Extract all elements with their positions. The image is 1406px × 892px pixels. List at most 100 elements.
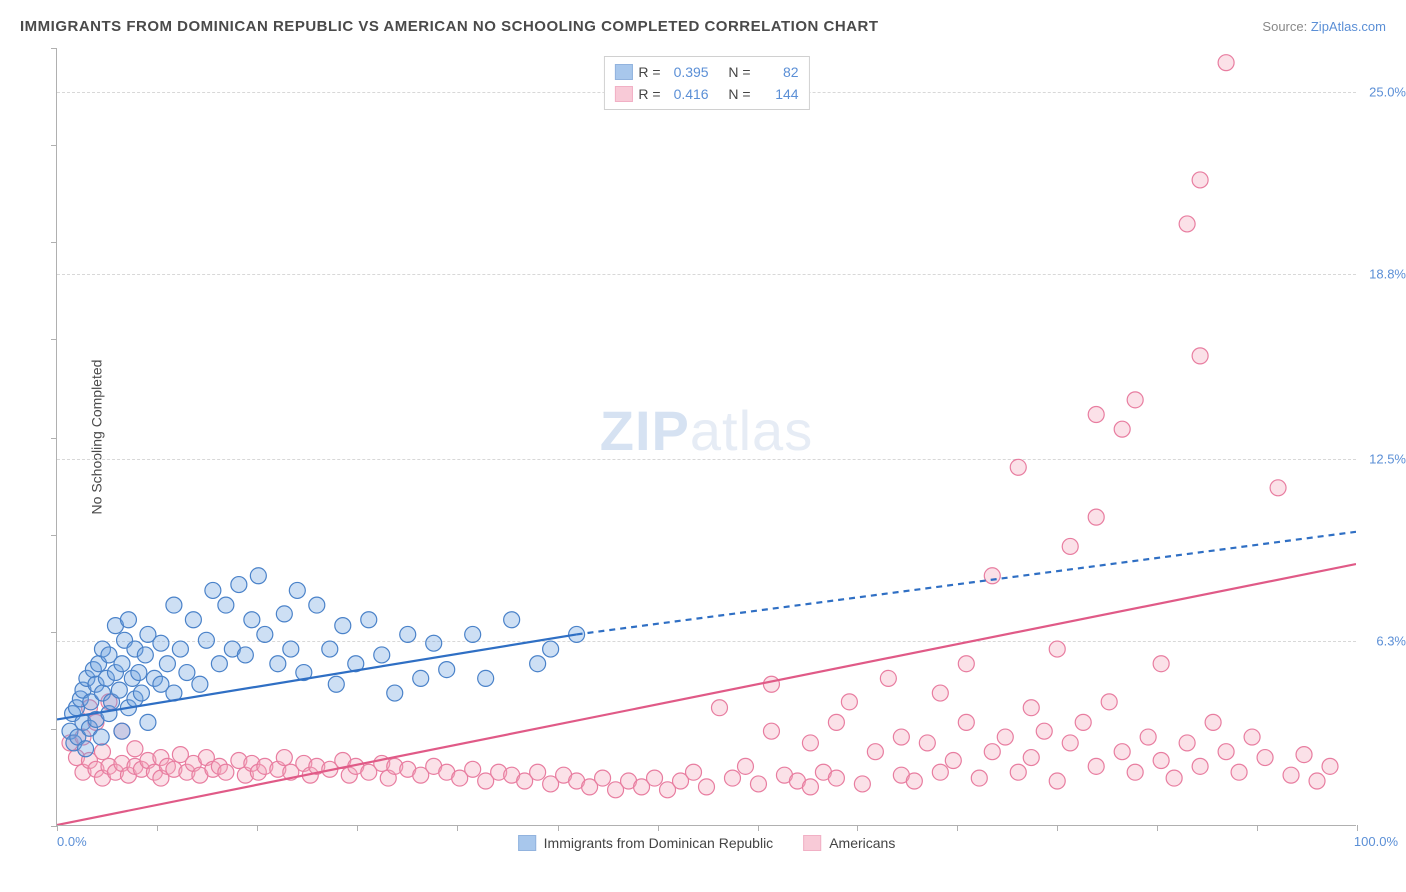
data-point-americans [893, 729, 909, 745]
data-point-immigrants [530, 656, 546, 672]
data-point-americans [932, 685, 948, 701]
legend-item-immigrants: Immigrants from Dominican Republic [518, 835, 774, 851]
legend-label-americans: Americans [829, 835, 895, 851]
data-point-immigrants [198, 632, 214, 648]
data-point-immigrants [426, 635, 442, 651]
data-point-americans [1023, 750, 1039, 766]
data-point-americans [1244, 729, 1260, 745]
data-point-americans [1127, 392, 1143, 408]
data-point-americans [880, 670, 896, 686]
r-value-immigrants: 0.395 [667, 61, 709, 83]
data-point-americans [127, 741, 143, 757]
data-point-americans [1257, 750, 1273, 766]
data-point-americans [984, 568, 1000, 584]
data-point-immigrants [192, 676, 208, 692]
data-point-americans [699, 779, 715, 795]
data-point-americans [971, 770, 987, 786]
data-point-americans [1127, 764, 1143, 780]
data-point-americans [932, 764, 948, 780]
y-tick-label: 18.8% [1360, 267, 1406, 282]
data-point-americans [1049, 641, 1065, 657]
data-point-americans [802, 735, 818, 751]
data-point-immigrants [172, 641, 188, 657]
data-point-immigrants [185, 612, 201, 628]
y-tick-label: 12.5% [1360, 452, 1406, 467]
data-point-americans [686, 764, 702, 780]
x-tick-mark [357, 825, 358, 831]
data-point-americans [828, 714, 844, 730]
data-point-immigrants [335, 618, 351, 634]
data-point-americans [1010, 764, 1026, 780]
data-point-americans [958, 714, 974, 730]
data-point-immigrants [244, 612, 260, 628]
data-point-americans [465, 761, 481, 777]
data-point-americans [530, 764, 546, 780]
data-point-americans [1166, 770, 1182, 786]
r-value-americans: 0.416 [667, 83, 709, 105]
data-point-immigrants [413, 670, 429, 686]
x-tick-mark [1157, 825, 1158, 831]
y-tick-label: 25.0% [1360, 85, 1406, 100]
x-tick-mark [157, 825, 158, 831]
data-point-immigrants [387, 685, 403, 701]
data-point-immigrants [78, 741, 94, 757]
header-bar: IMMIGRANTS FROM DOMINICAN REPUBLIC VS AM… [20, 18, 1386, 35]
x-tick-mark [57, 825, 58, 831]
data-point-americans [984, 744, 1000, 760]
data-point-immigrants [276, 606, 292, 622]
data-point-immigrants [237, 647, 253, 663]
data-point-immigrants [218, 597, 234, 613]
swatch-immigrants [614, 64, 632, 80]
data-point-americans [1231, 764, 1247, 780]
data-point-americans [1062, 538, 1078, 554]
data-point-americans [218, 764, 234, 780]
data-point-americans [841, 694, 857, 710]
data-point-americans [1218, 744, 1234, 760]
data-point-americans [750, 776, 766, 792]
data-point-americans [1192, 172, 1208, 188]
data-point-americans [1114, 421, 1130, 437]
data-point-immigrants [328, 676, 344, 692]
series-legend: Immigrants from Dominican Republic Ameri… [518, 835, 896, 851]
x-tick-mark [1057, 825, 1058, 831]
chart-plot-area: ZIPatlas R = 0.395 N = 82 R = 0.416 N = … [56, 48, 1356, 826]
data-point-immigrants [166, 597, 182, 613]
data-point-immigrants [270, 656, 286, 672]
data-point-americans [595, 770, 611, 786]
data-point-americans [1270, 480, 1286, 496]
data-point-americans [1114, 744, 1130, 760]
data-point-immigrants [120, 612, 136, 628]
data-point-americans [1179, 735, 1195, 751]
data-point-americans [1218, 55, 1234, 71]
data-point-americans [854, 776, 870, 792]
x-tick-mark [1357, 825, 1358, 831]
data-point-immigrants [289, 582, 305, 598]
legend-label-immigrants: Immigrants from Dominican Republic [544, 835, 774, 851]
data-point-americans [276, 750, 292, 766]
data-point-americans [1153, 656, 1169, 672]
chart-title: IMMIGRANTS FROM DOMINICAN REPUBLIC VS AM… [20, 18, 878, 35]
data-point-immigrants [205, 582, 221, 598]
source-attribution: Source: ZipAtlas.com [1262, 19, 1386, 34]
data-point-americans [1088, 509, 1104, 525]
x-axis-max-label: 100.0% [1354, 834, 1398, 849]
data-point-americans [1049, 773, 1065, 789]
data-point-immigrants [250, 568, 266, 584]
data-point-americans [945, 753, 961, 769]
data-point-immigrants [283, 641, 299, 657]
x-tick-mark [1257, 825, 1258, 831]
data-point-americans [1192, 758, 1208, 774]
data-point-immigrants [114, 723, 130, 739]
data-point-americans [737, 758, 753, 774]
data-point-americans [1088, 407, 1104, 423]
data-point-americans [1010, 459, 1026, 475]
data-point-americans [1205, 714, 1221, 730]
source-label: Source: [1262, 19, 1307, 34]
data-point-americans [1088, 758, 1104, 774]
data-point-americans [647, 770, 663, 786]
source-link[interactable]: ZipAtlas.com [1311, 19, 1386, 34]
data-point-immigrants [140, 714, 156, 730]
data-point-americans [1036, 723, 1052, 739]
x-tick-mark [257, 825, 258, 831]
data-point-immigrants [153, 635, 169, 651]
